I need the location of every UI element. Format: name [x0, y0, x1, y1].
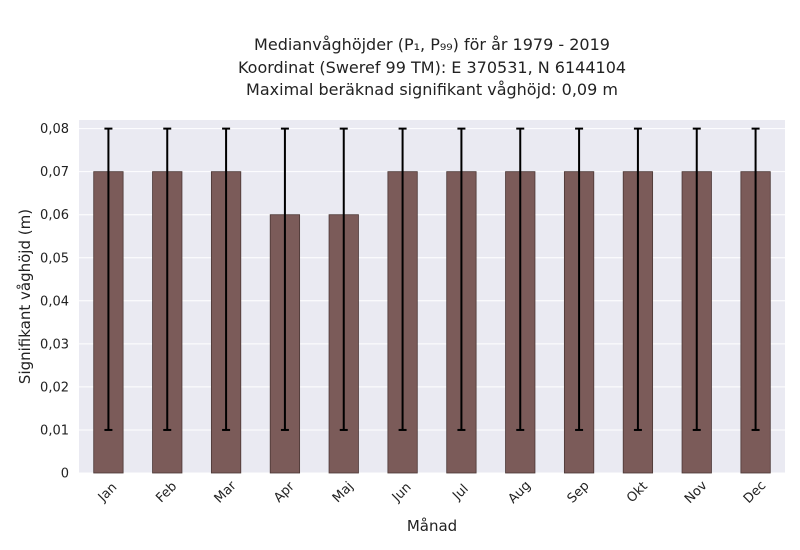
y-tick-label: 0,01: [40, 423, 69, 438]
x-tick-label: Nov: [682, 478, 711, 507]
y-axis-label: Signifikant våghöjd (m): [16, 209, 34, 384]
x-tick-label: Maj: [330, 479, 357, 506]
x-tick-label: Apr: [271, 479, 298, 506]
x-tick-label: Sep: [565, 479, 593, 507]
x-tick-label: Aug: [505, 478, 534, 507]
y-tick-label: 0,04: [40, 294, 69, 309]
y-tick-label: 0,07: [40, 165, 69, 180]
plot-area: [79, 120, 785, 473]
y-tick-label: 0,05: [40, 251, 69, 266]
y-tick-label: 0,06: [40, 208, 69, 223]
chart-title-line-2: Koordinat (Sweref 99 TM): E 370531, N 61…: [237, 58, 627, 77]
x-axis-ticks: Jan Feb Mar Apr Maj Jun Jul Aug Sep Okt Nov Dec: [95, 478, 769, 507]
chart-title-line-1: Medianvåghöjder (P₁, P₉₉) för år 1979 - …: [254, 35, 610, 54]
y-tick-label: 0,08: [40, 122, 69, 137]
x-tick-label: Jun: [389, 480, 415, 506]
x-tick-label: Dec: [741, 478, 769, 506]
x-tick-label: Okt: [624, 479, 651, 506]
y-tick-label: 0: [61, 467, 69, 482]
y-axis-ticks: 0 0,01 0,02 0,03 0,04 0,05 0,06 0,07 0,08: [40, 122, 69, 481]
grid-lines: [79, 128, 785, 474]
x-tick-label: Jan: [95, 480, 120, 505]
x-axis-label: Månad: [407, 517, 457, 535]
chart-title-line-3: Maximal beräknad signifikant våghöjd: 0,…: [246, 80, 618, 99]
y-tick-label: 0,03: [40, 337, 69, 352]
y-tick-label: 0,02: [40, 380, 69, 395]
x-tick-label: Mar: [212, 478, 240, 506]
error-bars: [104, 127, 760, 431]
x-tick-label: Jul: [449, 482, 471, 504]
x-tick-label: Feb: [153, 479, 180, 506]
